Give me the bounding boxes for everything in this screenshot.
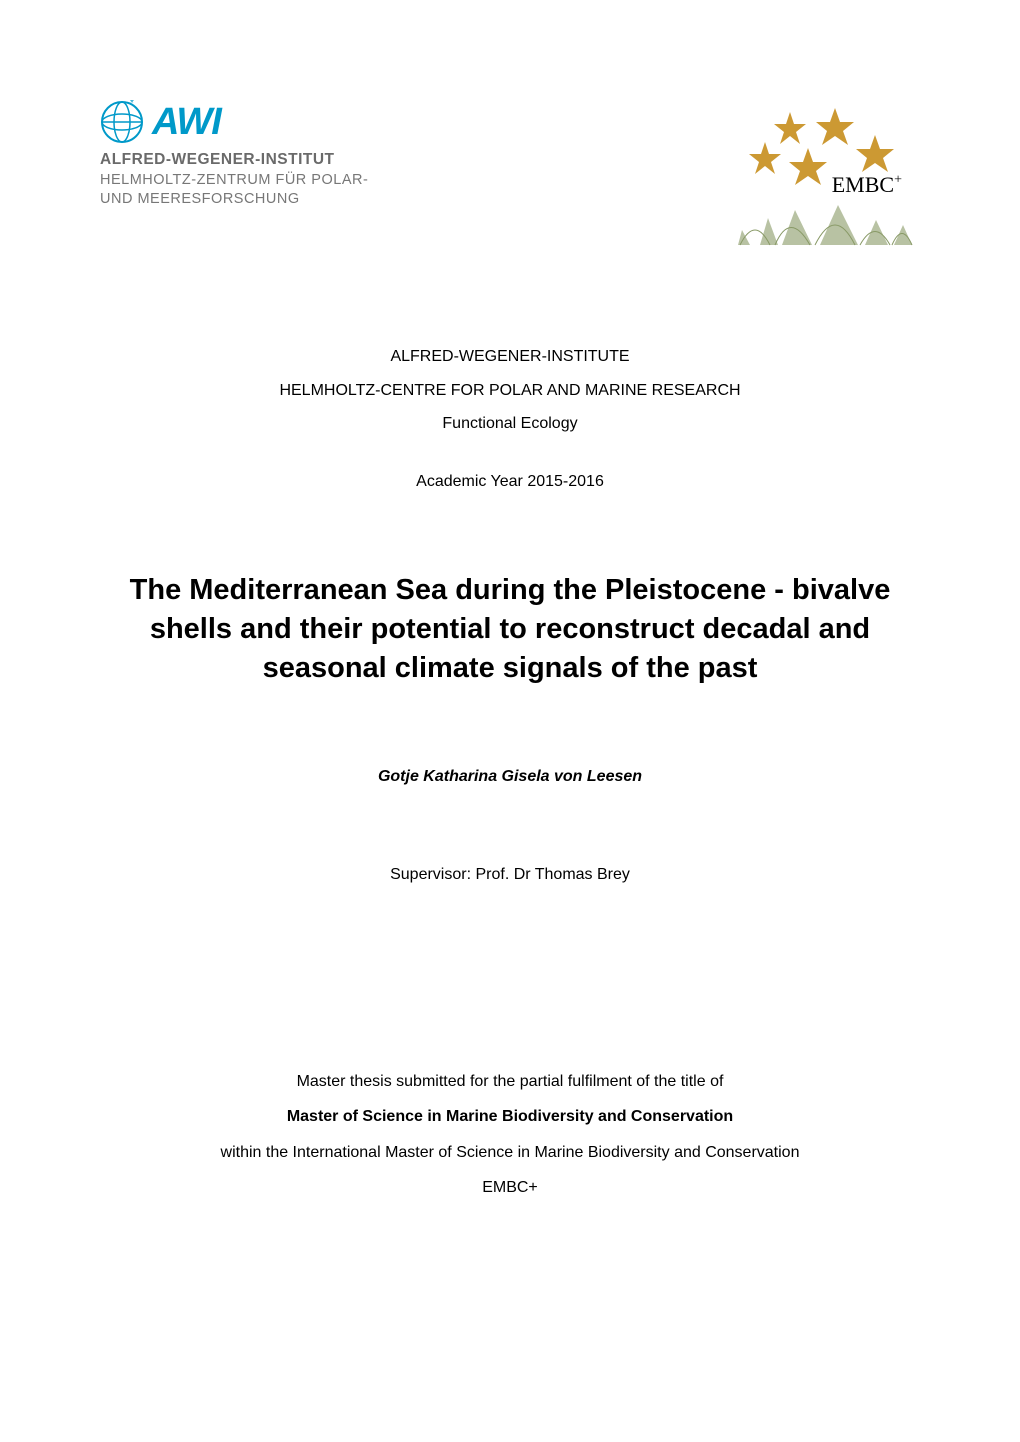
logo-row: * AWI ALFRED-WEGENER-INSTITUT HELMHOLTZ-… [100,100,920,250]
embc-stars: EMBC+ [720,100,920,250]
institute-block: ALFRED-WEGENER-INSTITUTE HELMHOLTZ-CENTR… [100,340,920,441]
submission-program: EMBC+ [100,1170,920,1205]
embc-logo: EMBC+ [720,100,920,250]
awi-mark: * AWI [100,100,221,144]
svg-text:*: * [130,100,134,109]
awi-institute-lines: ALFRED-WEGENER-INSTITUT HELMHOLTZ-ZENTRU… [100,150,368,210]
embc-label: EMBC+ [832,172,902,198]
thesis-title: The Mediterranean Sea during the Pleisto… [100,571,920,688]
submission-line-1: Master thesis submitted for the partial … [100,1064,920,1099]
submission-degree: Master of Science in Marine Biodiversity… [100,1099,920,1134]
awi-globe-icon: * [100,100,144,144]
institute-name: ALFRED-WEGENER-INSTITUTE [100,340,920,374]
author-name: Gotje Katharina Gisela von Leesen [100,768,920,786]
institute-department: Functional Ecology [100,407,920,441]
supervisor: Supervisor: Prof. Dr Thomas Brey [100,866,920,884]
awi-wordmark: AWI [152,101,221,144]
institute-centre: HELMHOLTZ-CENTRE FOR POLAR AND MARINE RE… [100,374,920,408]
academic-year: Academic Year 2015-2016 [100,473,920,491]
awi-logo: * AWI ALFRED-WEGENER-INSTITUT HELMHOLTZ-… [100,100,368,210]
awi-line-3: UND MEERESFORSCHUNG [100,190,368,210]
submission-line-3: within the International Master of Scien… [100,1135,920,1170]
awi-line-1: ALFRED-WEGENER-INSTITUT [100,150,368,171]
embc-plus: + [894,173,902,188]
awi-line-2: HELMHOLTZ-ZENTRUM FÜR POLAR- [100,171,368,191]
submission-block: Master thesis submitted for the partial … [100,1064,920,1205]
embc-text: EMBC [832,172,894,197]
